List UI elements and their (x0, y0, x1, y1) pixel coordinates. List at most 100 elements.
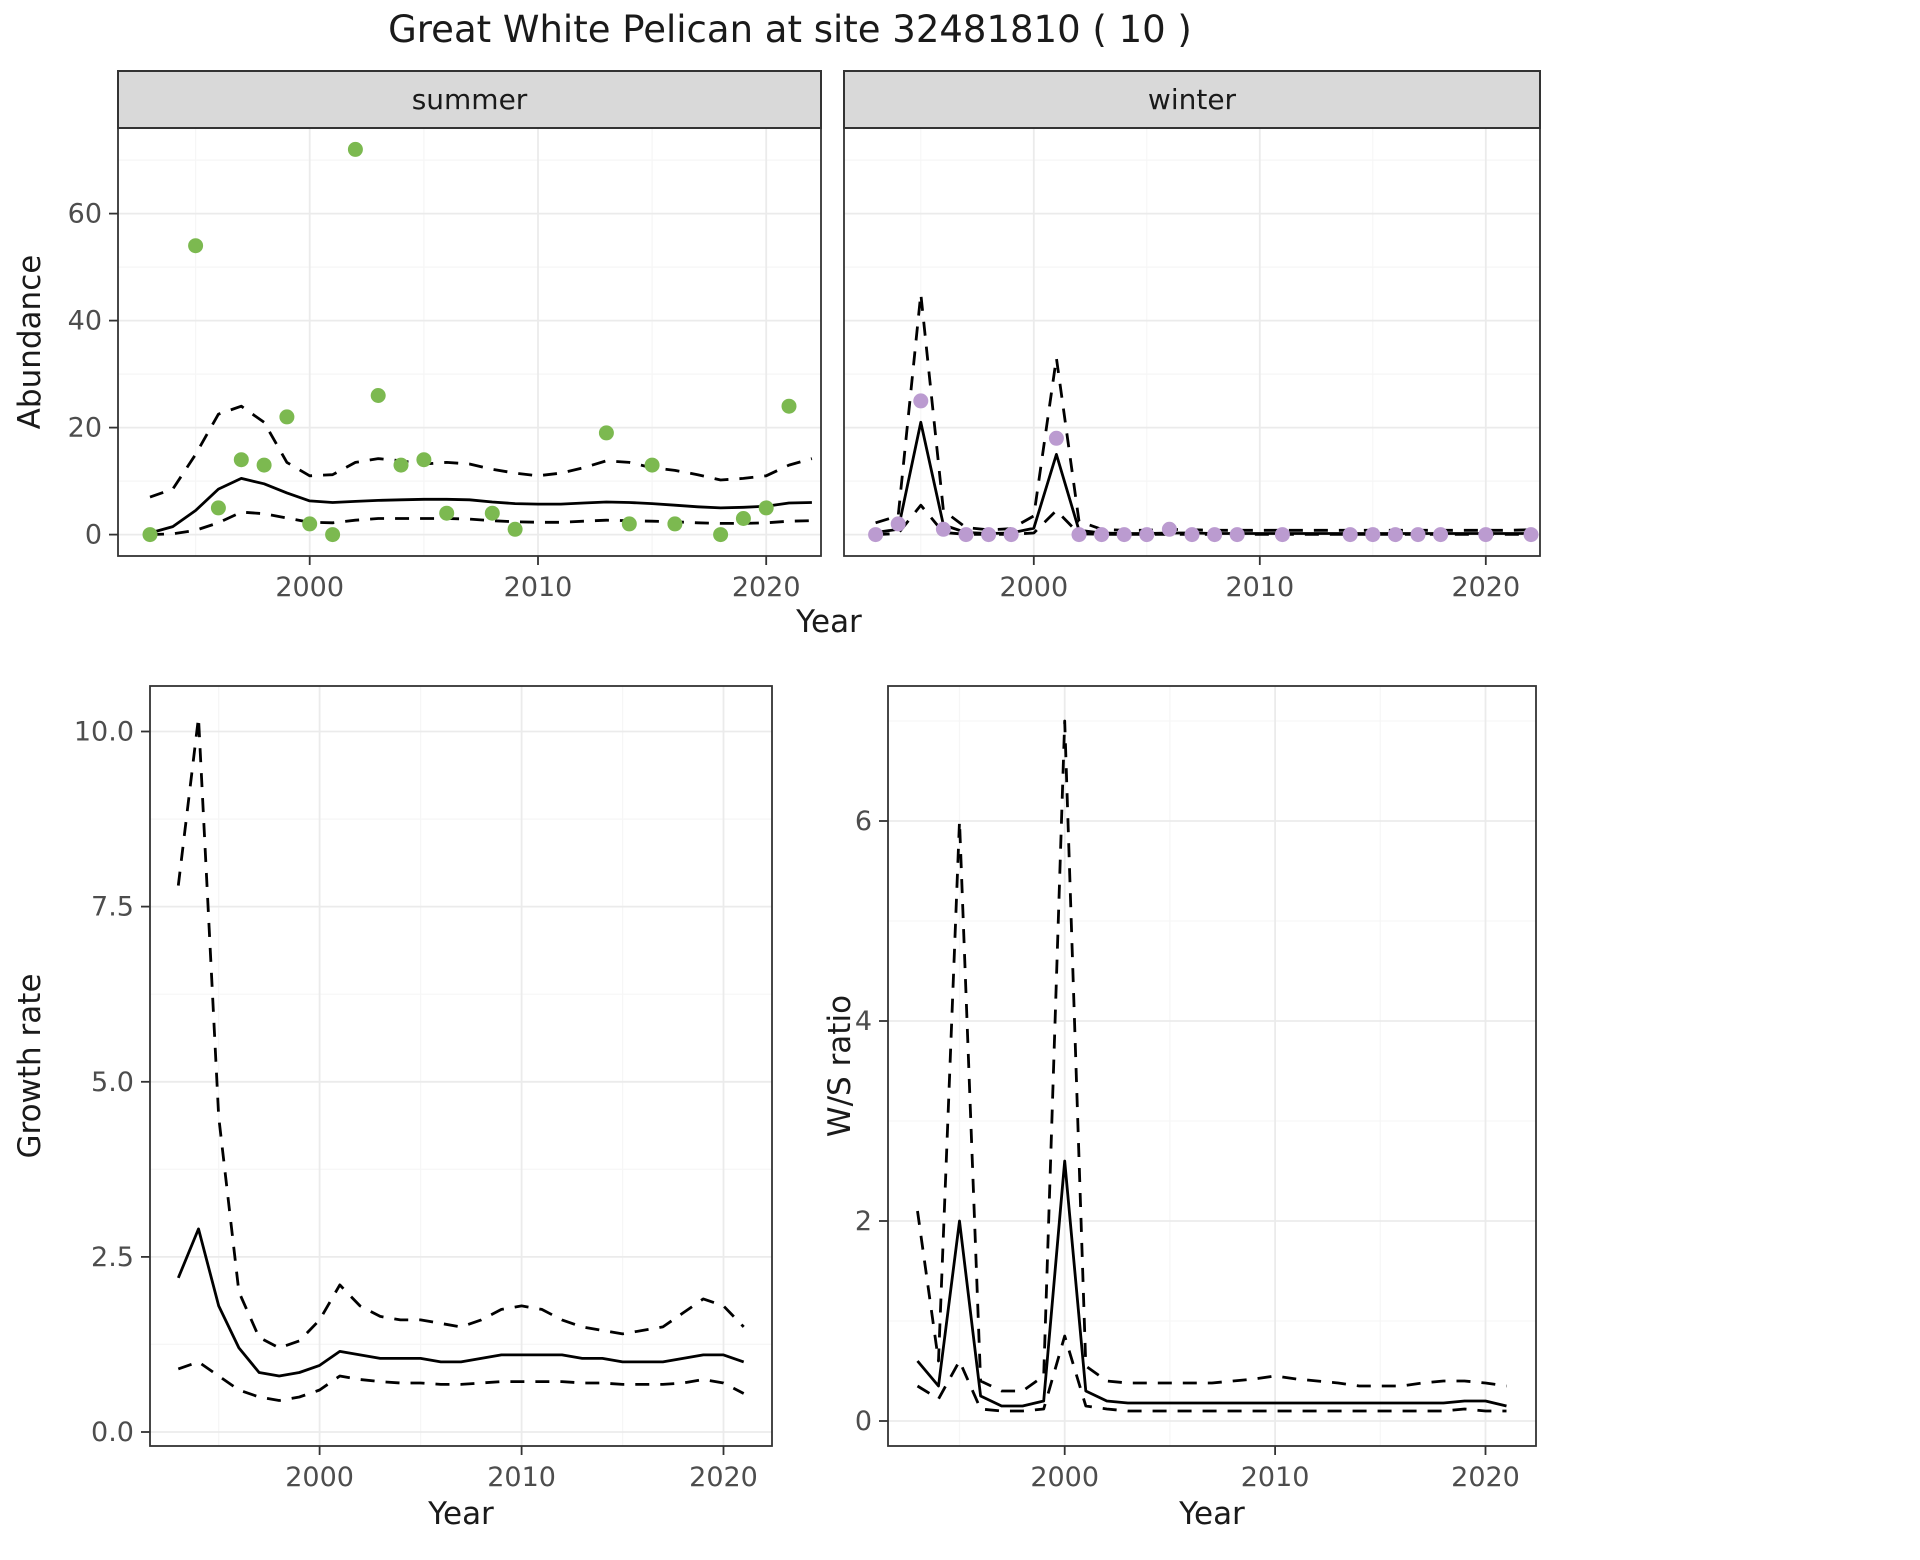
data-point (1365, 527, 1381, 543)
data-point (188, 238, 204, 254)
data-point (484, 505, 500, 521)
x-tick-label: 2000 (1030, 1462, 1099, 1493)
data-point (210, 500, 226, 516)
data-point (1184, 527, 1200, 543)
x-axis-label-ws-ratio: Year (1179, 1496, 1245, 1532)
x-axis-label-top: Year (796, 604, 862, 640)
data-point (1207, 527, 1223, 543)
panel-background (118, 128, 821, 556)
panel-ws-ratio: 2000 2010 2020 0 2 4 6 (855, 685, 1537, 1493)
data-point (758, 500, 774, 516)
facet-strip-summer: summer (117, 70, 822, 129)
data-point (302, 516, 318, 532)
data-point (598, 425, 614, 441)
upper-ci-line (176, 716, 745, 1350)
x-tick-label: 2020 (689, 1462, 758, 1493)
y-axis-label-abundance: Abundance (12, 254, 48, 430)
data-point (890, 516, 906, 532)
panel-abundance-winter: 2000 2010 2020 (843, 127, 1541, 603)
data-point (1003, 527, 1019, 543)
data-point (325, 527, 341, 543)
facet-strip-winter-label: winter (1147, 83, 1237, 116)
data-point (439, 505, 455, 521)
fit-line (916, 1159, 1507, 1408)
y-tick-label: 0 (855, 1406, 872, 1437)
data-point (644, 457, 660, 473)
chart-title: Great White Pelican at site 32481810 ( 1… (388, 8, 1192, 51)
y-axis-label-ws-ratio: W/S ratio (822, 994, 858, 1138)
data-point (667, 516, 683, 532)
panel-abundance-summer: 2000 2010 2020 0 20 40 60 (68, 127, 822, 603)
x-axis-label-growth-rate: Year (428, 1496, 494, 1532)
data-point (1094, 527, 1110, 543)
y-tick-label: 20 (68, 413, 102, 444)
y-tick-label: 2 (855, 1206, 872, 1237)
data-point (781, 398, 797, 414)
data-point (1048, 430, 1064, 446)
data-point (370, 388, 386, 403)
lower-ci-line (149, 510, 812, 536)
data-point (621, 516, 637, 532)
y-tick-label: 5.0 (91, 1067, 134, 1098)
data-point (1523, 527, 1539, 543)
x-tick-label: 2000 (275, 572, 344, 603)
data-point (958, 527, 974, 543)
lower-ci-line (916, 1334, 1507, 1413)
data-point (913, 393, 929, 409)
data-point (507, 521, 523, 537)
x-tick-label: 2020 (732, 572, 801, 603)
panel-growth-rate: 2000 2010 2020 0.0 2.5 5.0 7.5 10.0 (74, 685, 773, 1493)
panel-background (844, 128, 1540, 556)
y-tick-label: 2.5 (91, 1242, 134, 1273)
data-point (1116, 527, 1132, 543)
x-tick-label: 2010 (1225, 572, 1294, 603)
y-axis-label-growth-rate: Growth rate (12, 973, 48, 1159)
data-point (735, 511, 751, 526)
panel-background (150, 686, 772, 1446)
upper-ci-line (149, 404, 813, 499)
data-point (1433, 527, 1449, 543)
x-tick-label: 2010 (487, 1462, 556, 1493)
data-point (713, 527, 729, 543)
facet-strip-summer-label: summer (411, 83, 528, 116)
x-tick-label: 2000 (285, 1462, 354, 1493)
data-point (1342, 527, 1358, 543)
x-tick-label: 2020 (1451, 572, 1520, 603)
panel-background (888, 686, 1536, 1446)
data-point (1161, 521, 1177, 537)
fit-line (149, 477, 812, 535)
data-point (1387, 527, 1403, 543)
x-tick-label: 2020 (1451, 1462, 1520, 1493)
y-tick-label: 0.0 (91, 1417, 134, 1448)
facet-strip-winter: winter (843, 70, 1541, 129)
data-point (393, 457, 409, 473)
data-point (279, 409, 295, 425)
data-point (1274, 527, 1290, 543)
data-point (935, 521, 951, 537)
y-tick-label: 60 (68, 199, 102, 230)
y-tick-label: 0 (85, 520, 102, 551)
y-tick-label: 10.0 (74, 717, 134, 748)
data-point (416, 452, 432, 468)
y-tick-label: 6 (855, 806, 872, 837)
y-tick-label: 40 (68, 306, 102, 337)
data-point (1478, 527, 1494, 543)
data-point (1410, 527, 1426, 543)
data-point (1139, 527, 1155, 543)
x-tick-label: 2010 (504, 572, 573, 603)
panel-border (887, 685, 1537, 1447)
x-tick-label: 2010 (1241, 1462, 1310, 1493)
data-point (142, 527, 158, 543)
data-point (233, 452, 249, 468)
fit-line (177, 1227, 745, 1378)
data-point (868, 527, 884, 543)
data-point (1071, 527, 1087, 543)
panel-border (149, 685, 773, 1447)
data-point (256, 457, 272, 473)
x-tick-label: 2000 (999, 572, 1068, 603)
y-tick-label: 4 (855, 1006, 872, 1037)
data-point (1229, 527, 1245, 543)
y-tick-label: 7.5 (91, 892, 134, 923)
